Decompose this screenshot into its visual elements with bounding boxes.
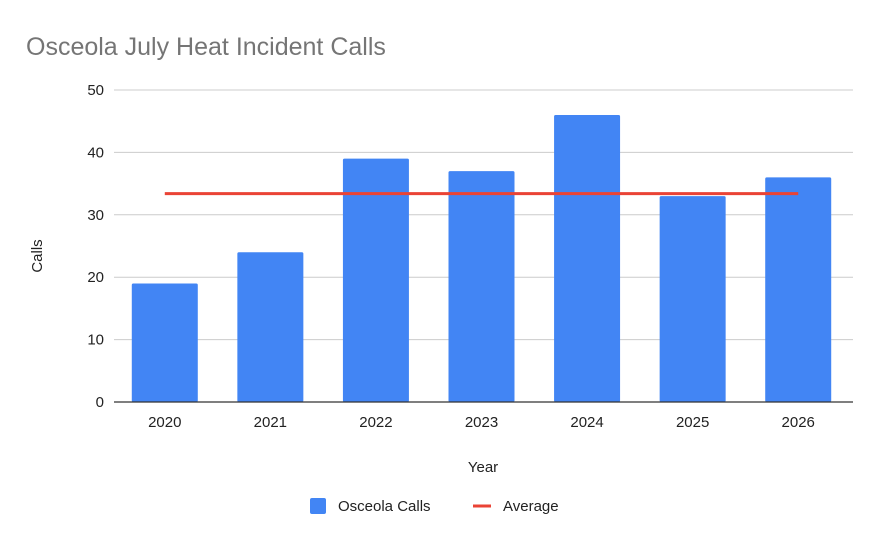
bars — [131, 114, 832, 403]
bar — [131, 283, 198, 402]
bar — [448, 171, 515, 402]
legend: Osceola Calls Average — [310, 498, 559, 515]
bar — [554, 114, 621, 403]
x-tick-label: 2026 — [782, 414, 815, 431]
bar — [342, 158, 409, 402]
legend-swatch-bars — [310, 498, 326, 514]
x-tick-label: 2021 — [254, 414, 287, 431]
x-tick-labels: 2020 2021 2022 2023 2024 2025 2026 — [148, 414, 815, 431]
y-tick-labels: 0 10 20 30 40 50 — [87, 82, 104, 411]
bar — [659, 196, 726, 402]
y-tick-label: 30 — [87, 207, 104, 224]
legend-label-line: Average — [503, 498, 559, 515]
y-tick-label: 0 — [96, 394, 104, 411]
y-axis-title: Calls — [29, 239, 46, 272]
x-tick-label: 2020 — [148, 414, 181, 431]
x-axis-title: Year — [468, 459, 498, 476]
legend-label-bars: Osceola Calls — [338, 498, 431, 515]
y-tick-label: 40 — [87, 144, 104, 161]
y-tick-label: 20 — [87, 269, 104, 286]
x-tick-label: 2022 — [359, 414, 392, 431]
bar — [765, 177, 832, 402]
y-tick-label: 10 — [87, 332, 104, 349]
x-tick-label: 2025 — [676, 414, 709, 431]
x-tick-label: 2023 — [465, 414, 498, 431]
bar — [237, 252, 304, 402]
x-tick-label: 2024 — [570, 414, 603, 431]
y-tick-label: 50 — [87, 82, 104, 99]
chart-title: Osceola July Heat Incident Calls — [26, 33, 386, 61]
